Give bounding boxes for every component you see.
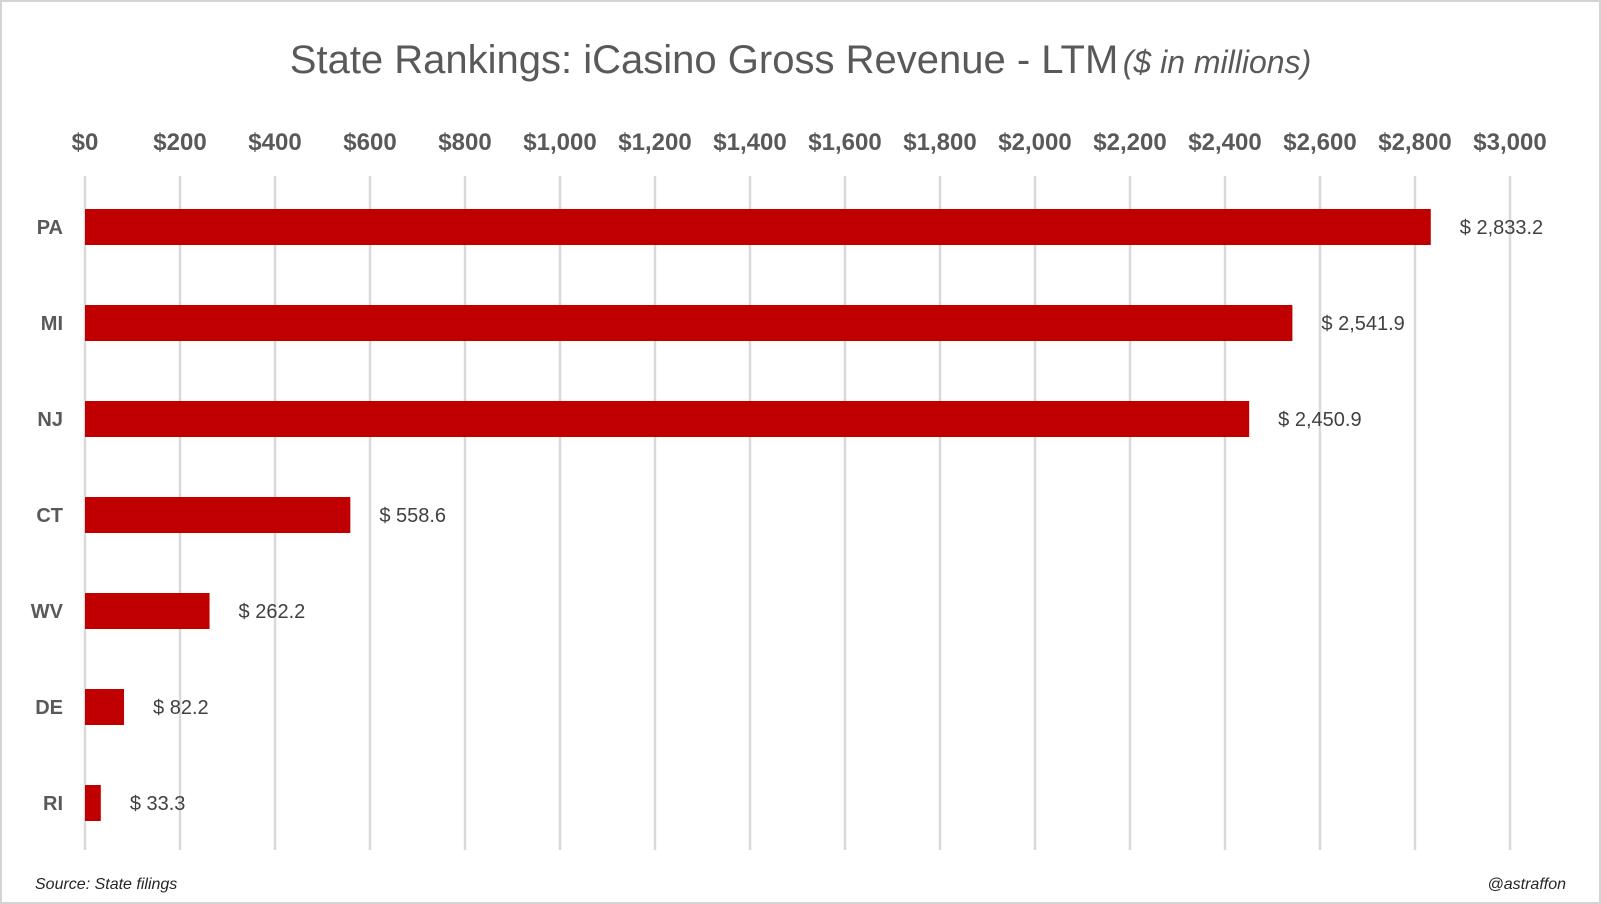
bar-wv [85,593,210,629]
category-label: RI [43,793,63,815]
bar-ri [85,785,101,821]
x-tick-label: $3,000 [1473,129,1546,156]
category-label: CT [36,505,63,527]
category-label: PA [37,217,63,239]
gridlines [83,176,1512,850]
data-label: $ 33.3 [130,793,186,815]
x-tick-label: $1,600 [808,129,881,156]
bar-nj [85,401,1250,437]
x-tick-label: $2,400 [1188,129,1261,156]
bar-ct [85,497,351,533]
data-label: $ 558.6 [379,505,446,527]
data-labels: $ 2,833.2 $ 2,541.9 $ 2,450.9 $ 558.6 $ 262.… [130,217,1543,815]
x-tick-label: $1,400 [713,129,786,156]
category-label: MI [41,313,63,335]
category-label: DE [35,697,63,719]
x-tick-label: $2,800 [1378,129,1451,156]
category-label: WV [31,601,64,623]
x-tick-label: $2,000 [998,129,1071,156]
chart-title-main: State Rankings: iCasino Gross Revenue - … [289,38,1119,82]
x-tick-label: $1,200 [618,129,691,156]
x-axis-tick-labels: $0 $200 $400 $600 $800 $1,000 $1,200 $1,400 $1,6… [72,129,1547,156]
x-tick-label: $1,800 [903,129,976,156]
data-label: $ 262.2 [239,601,306,623]
source-note: Source: State filings [35,876,178,893]
x-tick-label: $2,200 [1093,129,1166,156]
data-label: $ 2,833.2 [1460,217,1543,239]
x-tick-label: $0 [72,129,99,156]
bar-pa [85,209,1431,245]
chart-title: State Rankings: iCasino Gross Revenue - … [0,38,1601,83]
data-label: $ 2,450.9 [1278,409,1361,431]
x-tick-label: $600 [343,129,396,156]
x-tick-label: $1,000 [523,129,596,156]
data-label: $ 82.2 [153,697,209,719]
bar-de [85,689,125,725]
x-tick-label: $200 [153,129,206,156]
bars [85,209,1431,821]
bar-mi [85,305,1293,341]
x-tick-label: $2,600 [1283,129,1356,156]
x-tick-label: $400 [248,129,301,156]
author-credit: @astraffon [1487,876,1567,893]
category-labels: PA MI NJ CT WV DE RI [31,217,64,815]
chart-title-units: ($ in millions) [1122,44,1312,80]
data-label: $ 2,541.9 [1321,313,1404,335]
x-tick-label: $800 [438,129,491,156]
category-label: NJ [37,409,63,431]
